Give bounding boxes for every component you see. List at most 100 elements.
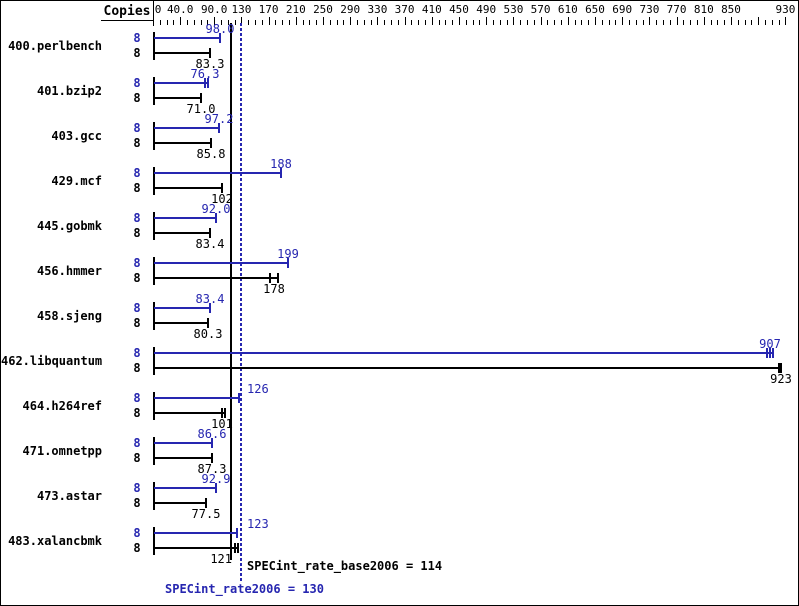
axis-tick-label: 290 [340,3,361,16]
copies-label-base: 8 [133,541,141,555]
copies-label-peak: 8 [133,436,141,450]
base-bar [154,502,207,504]
axis-minor-tick [473,20,474,25]
peak-bar [154,262,289,264]
copies-label-base: 8 [133,316,141,330]
base-value-label: 83.4 [195,237,225,251]
bar-end-cap [766,348,768,358]
axis-minor-tick [656,20,657,25]
benchmark-label: 429.mcf [51,174,102,188]
axis-minor-tick [452,20,453,25]
axis-minor-tick [248,20,249,25]
axis-minor-tick [194,20,195,25]
axis-minor-tick [609,20,610,25]
axis-minor-tick [411,20,412,25]
bar-end-cap [778,363,780,373]
axis-minor-tick [520,20,521,25]
axis-minor-tick [371,20,372,25]
bar-end-cap [234,543,236,553]
benchmark-label: 458.sjeng [36,309,102,323]
axis-tick-label: 250 [313,3,333,16]
axis-minor-tick [779,20,780,25]
base-value-label: 121 [210,552,232,566]
axis-tick-label: 650 [585,3,605,16]
axis-minor-tick [418,20,419,25]
axis-minor-tick [751,20,752,25]
benchmark-label: 403.gcc [51,129,102,143]
axis-major-tick [758,17,759,25]
bar-end-cap [772,348,774,358]
bar-end-cap [780,363,782,373]
axis-minor-tick [479,20,480,25]
axis-major-tick [214,17,215,25]
bar-end-cap [221,183,223,193]
peak-bar [154,487,217,489]
bar-end-cap [207,78,209,88]
axis-minor-tick [765,20,766,25]
axis-tick-label: 330 [367,3,388,16]
base-bar [154,457,213,459]
axis-tick-label: 0 [154,3,162,16]
copies-label-peak: 8 [133,121,141,135]
axis-minor-tick [690,20,691,25]
axis-tick-label: 690 [612,3,633,16]
axis-minor-tick [343,20,344,25]
axis-minor-tick [337,20,338,25]
axis-minor-tick [629,20,630,25]
axis-minor-tick [738,20,739,25]
axis-tick-label: 90.0 [200,3,228,16]
axis-minor-tick [207,20,208,25]
base-bar [154,367,782,369]
base-value-label: 923 [770,372,792,386]
group-axis-spine [153,527,155,555]
peak-value-label: 76.3 [190,67,220,81]
peak-bar [154,442,213,444]
axis-tick-label: 810 [693,3,714,16]
axis-minor-tick [275,20,276,25]
axis-minor-tick [384,20,385,25]
peak-value-label: 92.9 [201,472,231,486]
axis-minor-tick [316,20,317,25]
axis-major-tick [704,17,705,25]
axis-minor-tick [615,20,616,25]
axis-minor-tick [697,20,698,25]
copies-label-peak: 8 [133,256,141,270]
peak-result-text: SPECint_rate2006 = 130 [165,582,324,596]
group-axis-spine [153,257,155,285]
copies-label-peak: 8 [133,76,141,90]
copies-label-base: 8 [133,451,141,465]
axis-minor-tick [330,20,331,25]
group-axis-spine [153,392,155,420]
copies-label-peak: 8 [133,166,141,180]
bar-end-cap [209,48,211,58]
axis-minor-tick [588,20,589,25]
axis-major-tick [180,17,181,25]
group-axis-spine [153,347,155,375]
base-bar [154,142,212,144]
axis-minor-tick [391,20,392,25]
axis-minor-tick [507,20,508,25]
axis-minor-tick [445,20,446,25]
axis-major-tick [731,17,732,25]
axis-tick-label: 210 [285,3,306,16]
axis-tick-label: 490 [476,3,497,16]
base-bar [154,97,202,99]
base-value-label: 178 [263,282,285,296]
axis-minor-tick [439,20,440,25]
axis-major-tick [241,17,242,25]
peak-bar [154,307,211,309]
axis-minor-tick [670,20,671,25]
base-value-label: 101 [211,417,233,431]
base-value-label: 87.3 [197,462,227,476]
axis-major-tick [649,17,650,25]
ref-line-base [230,23,232,560]
axis-minor-tick [228,20,229,25]
axis-minor-tick [466,20,467,25]
bar-end-cap [224,408,226,418]
axis-minor-tick [711,20,712,25]
peak-bar [154,37,221,39]
axis-minor-tick [221,20,222,25]
bar-end-cap [200,93,202,103]
axis-major-tick [323,17,324,25]
